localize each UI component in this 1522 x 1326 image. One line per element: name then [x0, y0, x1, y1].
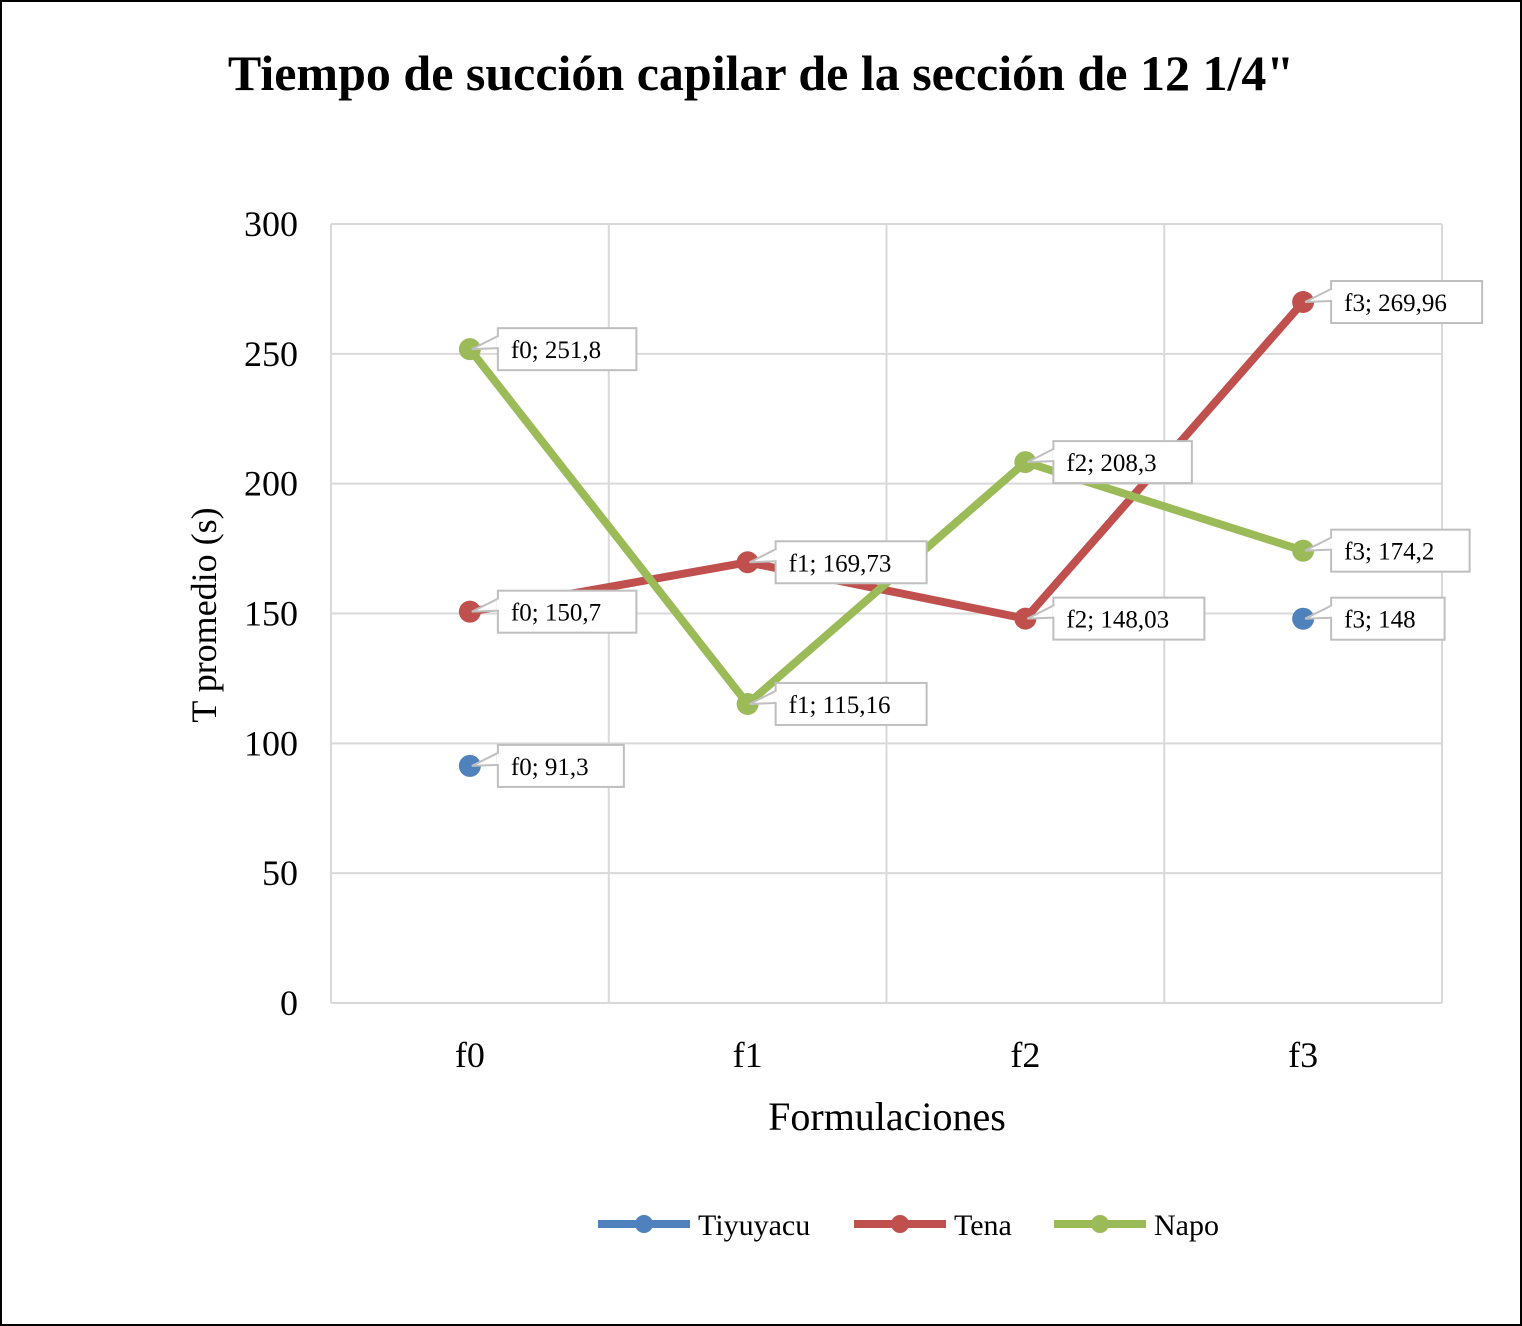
y-tick-label: 250	[244, 334, 298, 374]
data-label-text: f1; 115,16	[789, 692, 891, 719]
x-tick-label: f0	[455, 1035, 485, 1075]
legend: Tiyuyacu Tena Napo	[598, 1209, 1219, 1242]
label-leader-gap	[496, 599, 500, 610]
data-label-text: f0; 251,8	[511, 337, 601, 364]
y-tick-label: 300	[244, 204, 298, 244]
data-point-tiyuyacu	[1292, 607, 1315, 630]
legend-item-napo: Napo	[1054, 1209, 1219, 1242]
legend-label: Tena	[954, 1209, 1012, 1242]
x-tick-label: f1	[733, 1035, 763, 1075]
data-label: f3; 148	[1304, 596, 1446, 641]
data-label-text: f0; 150,7	[511, 600, 601, 627]
data-label: f3; 174,2	[1304, 528, 1471, 573]
label-leader-gap	[496, 337, 500, 348]
label-box	[496, 327, 638, 372]
label-box	[1330, 596, 1446, 641]
label-leader-gap	[1330, 606, 1334, 617]
data-point-napo	[1014, 451, 1037, 474]
data-label-text: f2; 208,3	[1066, 450, 1156, 477]
label-box	[1330, 528, 1471, 573]
chart-title: Tiempo de succión capilar de la sección …	[228, 45, 1294, 101]
legend-item-tiyuyacu: Tiyuyacu	[598, 1209, 810, 1242]
label-box	[774, 540, 928, 585]
x-tick-label: f3	[1288, 1035, 1318, 1075]
y-tick-label: 150	[244, 594, 298, 634]
data-label-text: f2; 148,03	[1066, 607, 1169, 634]
data-label: f0; 150,7	[471, 589, 638, 634]
data-label: f1; 115,16	[749, 681, 928, 726]
legend-label: Napo	[1154, 1209, 1219, 1242]
label-box	[496, 743, 625, 788]
data-point-tiyuyacu	[458, 754, 481, 777]
label-box	[1052, 596, 1206, 641]
data-point-napo	[736, 692, 759, 715]
data-label-text: f3; 148	[1344, 607, 1416, 634]
label-leader-gap	[1052, 606, 1056, 617]
label-box	[496, 589, 638, 634]
data-label: f2; 148,03	[1026, 596, 1206, 641]
legend-marker-icon	[635, 1215, 653, 1233]
label-leader-gap	[774, 550, 778, 561]
label-leader-gap	[1330, 538, 1334, 549]
label-box	[1052, 440, 1193, 485]
data-label: f3; 269,96	[1304, 280, 1484, 325]
data-label: f0; 251,8	[471, 327, 638, 372]
label-leader-gap	[1330, 290, 1334, 301]
data-label-text: f1; 169,73	[789, 550, 892, 577]
data-label-text: f0; 91,3	[511, 754, 589, 781]
data-point-tena	[736, 551, 759, 574]
data-point-tena	[1292, 291, 1315, 314]
legend-marker-icon	[1091, 1215, 1109, 1233]
data-point-tena	[1014, 607, 1037, 630]
label-leader-gap	[496, 753, 500, 764]
y-tick-labels: 0 50 100 150 200 250 300	[244, 204, 298, 1023]
label-box	[774, 681, 928, 726]
x-axis-label: Formulaciones	[768, 1094, 1006, 1139]
label-leader-gap	[1052, 450, 1056, 461]
y-tick-label: 200	[244, 464, 298, 504]
legend-label: Tiyuyacu	[698, 1209, 810, 1242]
data-label: f2; 208,3	[1026, 440, 1193, 485]
legend-marker-icon	[891, 1215, 909, 1233]
data-labels: f0; 91,3 f3; 148 f0; 150,7 f1; 169,73 f2; 14…	[471, 280, 1484, 788]
y-tick-label: 50	[262, 853, 298, 893]
y-axis-label: T promedio (s)	[184, 507, 224, 722]
label-box	[1330, 280, 1484, 325]
legend-item-tena: Tena	[854, 1209, 1012, 1242]
data-point-tena	[458, 600, 481, 623]
data-label-text: f3; 269,96	[1344, 290, 1447, 317]
x-tick-labels: f0 f1 f2 f3	[455, 1035, 1318, 1075]
data-label: f0; 91,3	[471, 743, 625, 788]
data-label: f1; 169,73	[749, 540, 928, 585]
data-point-napo	[1292, 539, 1315, 562]
label-leader-gap	[774, 691, 778, 702]
x-tick-label: f2	[1010, 1035, 1040, 1075]
data-point-napo	[458, 338, 481, 361]
data-label-text: f3; 174,2	[1344, 539, 1434, 566]
y-tick-label: 100	[244, 723, 298, 763]
y-tick-label: 0	[280, 983, 298, 1023]
